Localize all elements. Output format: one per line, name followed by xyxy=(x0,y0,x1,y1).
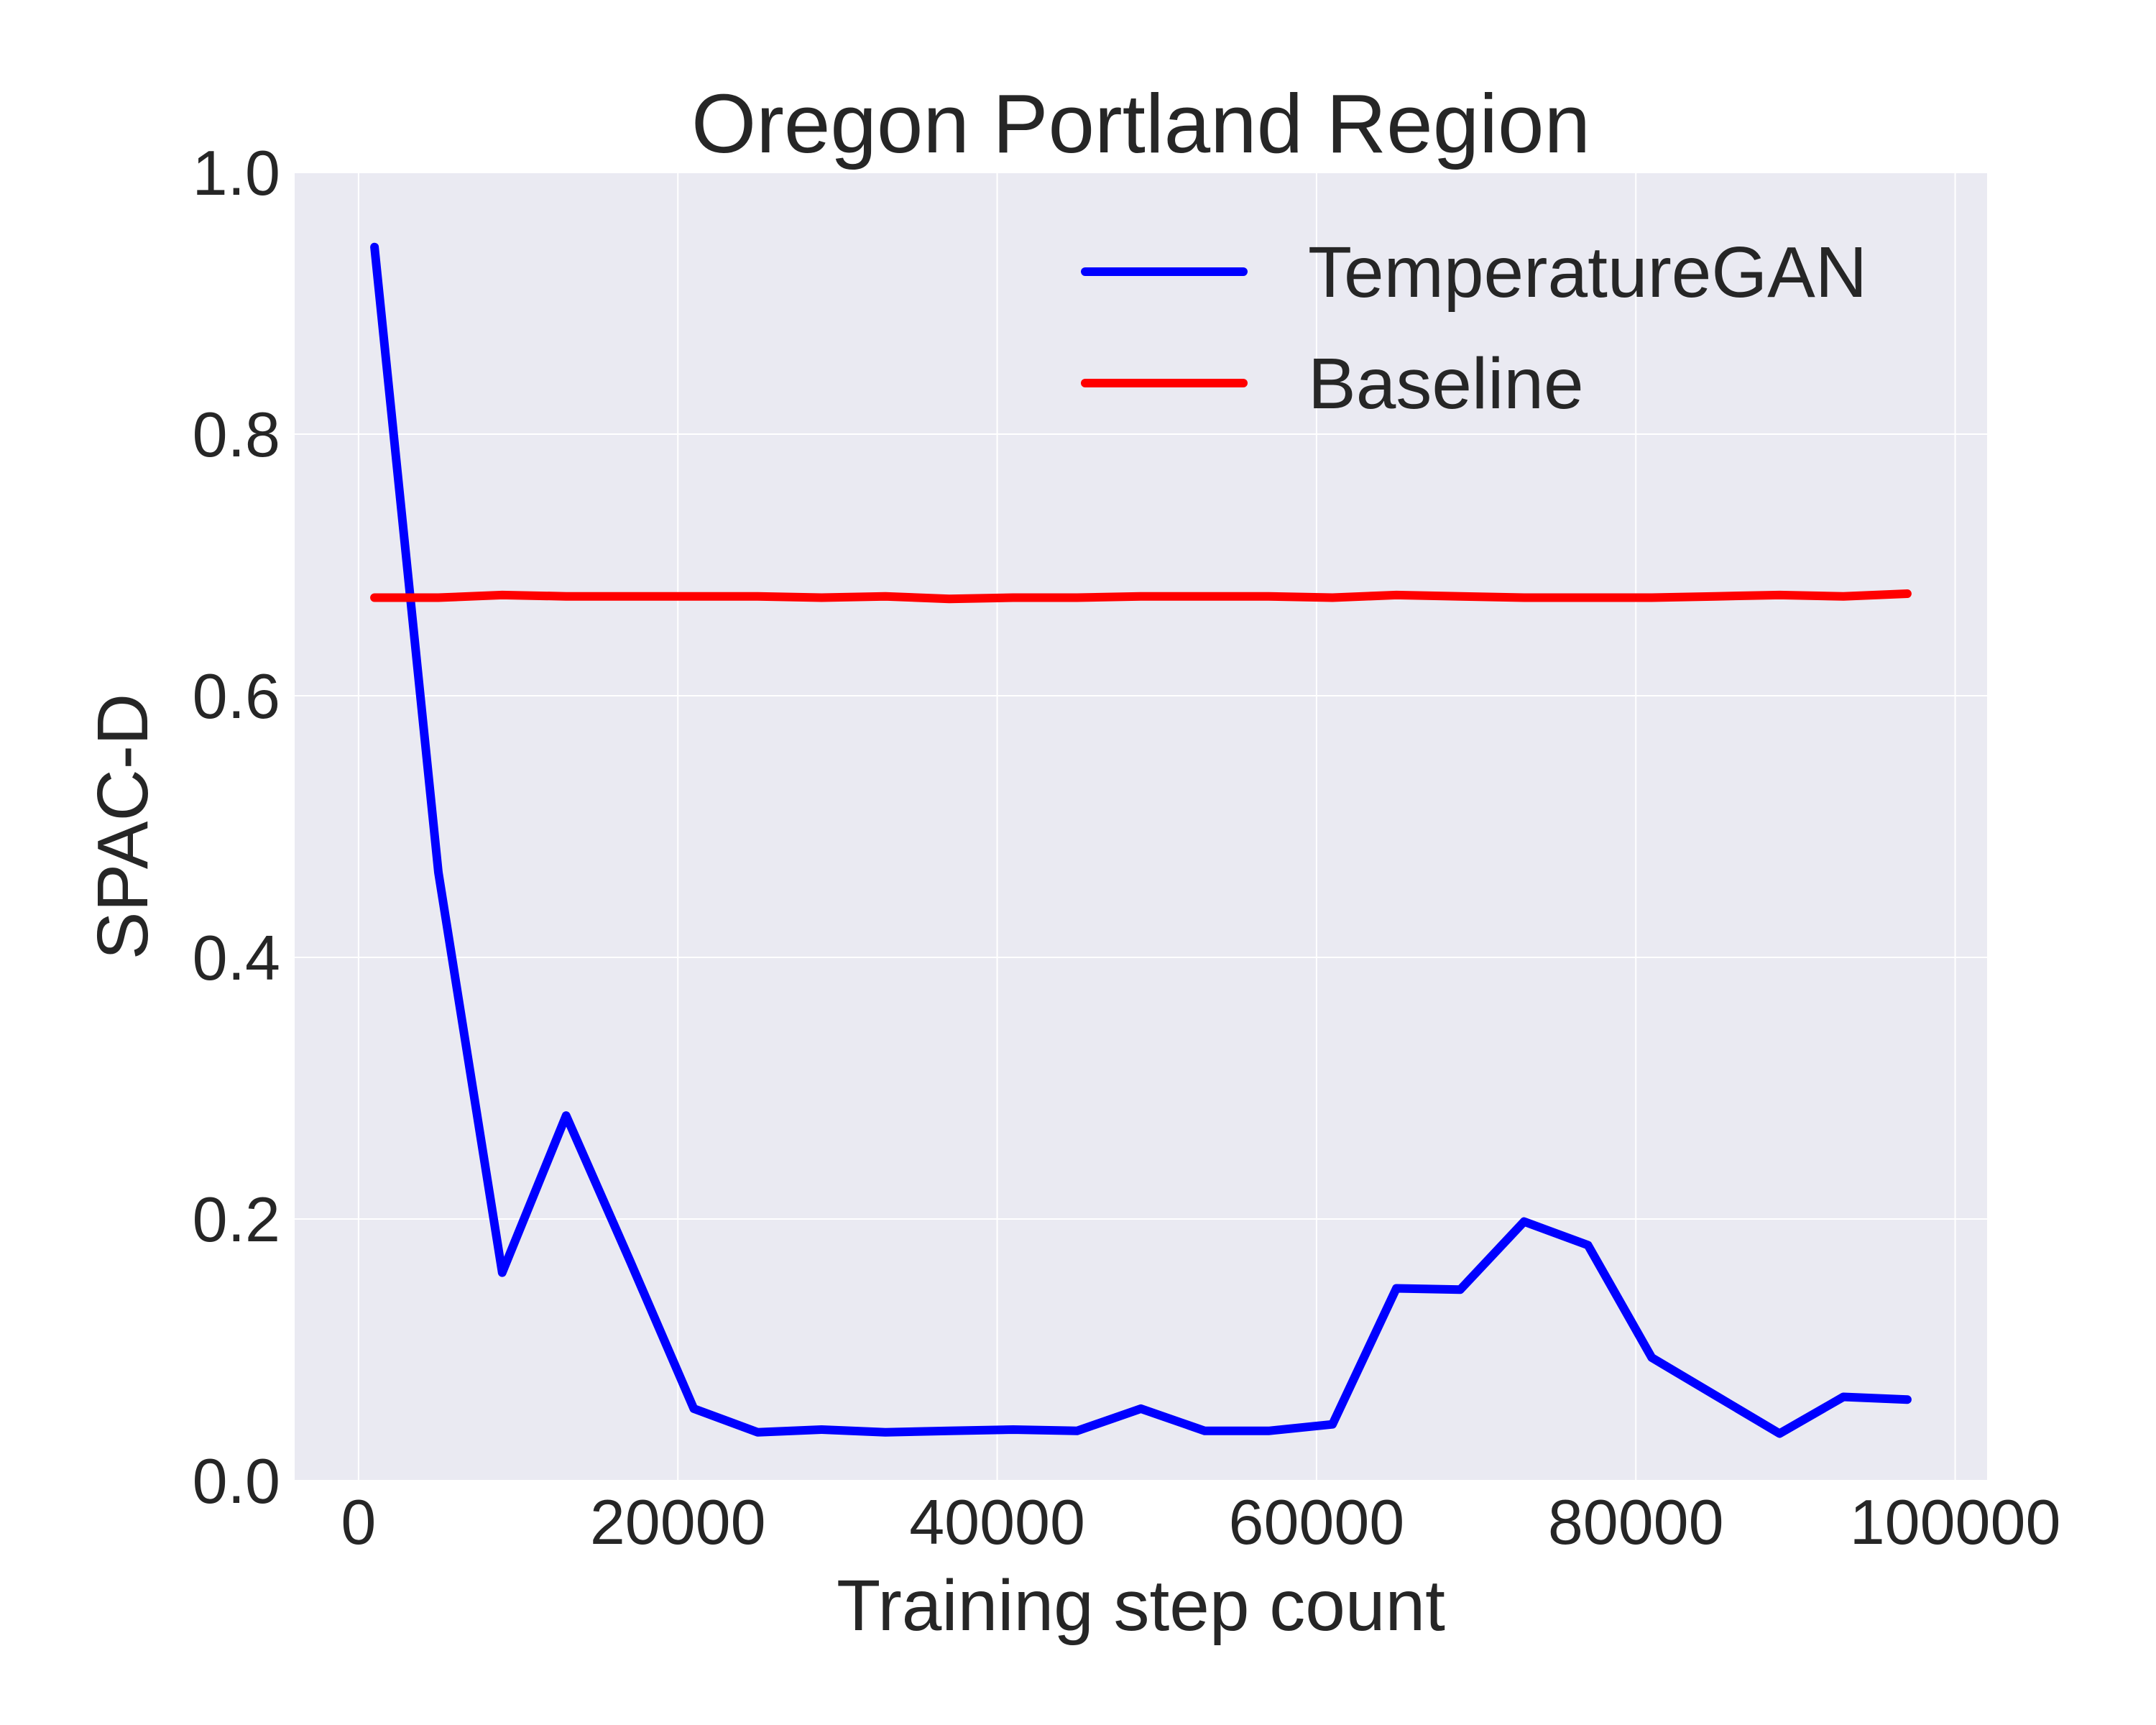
x-tick-label: 40000 xyxy=(909,1486,1085,1558)
x-tick-label: 0 xyxy=(341,1486,376,1558)
series-line-temperaturegan xyxy=(370,242,1912,1438)
grid xyxy=(295,172,1987,1481)
y-tick-label: 0.4 xyxy=(193,922,280,993)
y-axis-label: SPAC-D xyxy=(83,694,163,960)
plot-area xyxy=(295,172,1987,1481)
legend-label: TemperatureGAN xyxy=(1308,232,1867,313)
y-axis-ticks: 0.0 0.2 0.4 0.6 0.8 1.0 xyxy=(193,137,280,1517)
x-tick-label: 60000 xyxy=(1229,1486,1405,1558)
x-tick-label: 80000 xyxy=(1548,1486,1724,1558)
y-tick-label: 0.8 xyxy=(193,399,280,470)
series-layer xyxy=(370,242,1912,1438)
y-tick-label: 0.6 xyxy=(193,661,280,732)
legend: TemperatureGAN Baseline xyxy=(1081,232,1867,424)
chart-title: Oregon Portland Region xyxy=(691,77,1590,170)
y-tick-label: 0.2 xyxy=(193,1184,280,1255)
x-tick-label: 20000 xyxy=(590,1486,766,1558)
x-axis-ticks: 0 20000 40000 60000 80000 100000 xyxy=(341,1486,2060,1558)
x-axis-label: Training step count xyxy=(837,1565,1445,1646)
y-tick-label: 0.0 xyxy=(193,1445,280,1517)
series-line-baseline xyxy=(370,589,1912,604)
y-tick-label: 1.0 xyxy=(193,137,280,208)
legend-label: Baseline xyxy=(1308,344,1584,424)
x-tick-label: 100000 xyxy=(1850,1486,2061,1558)
